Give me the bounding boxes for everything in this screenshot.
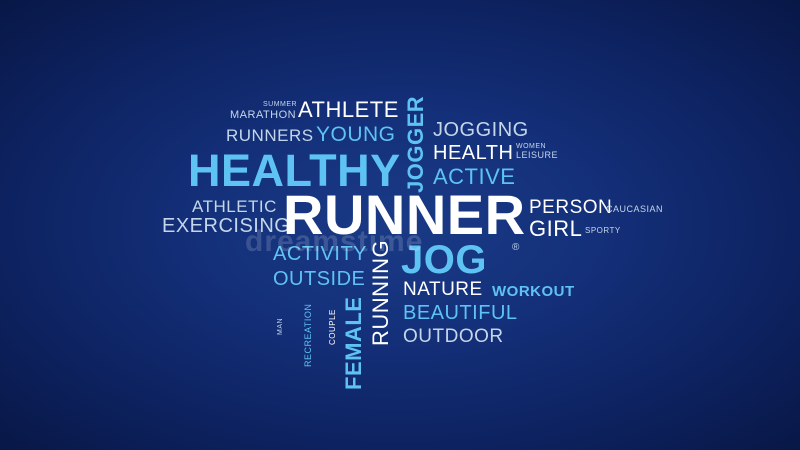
word-beautiful: BEAUTIFUL	[403, 302, 518, 324]
word-runners: RUNNERS	[226, 126, 314, 145]
word-runner: RUNNER	[283, 183, 526, 246]
word-athlete: ATHLETE	[298, 97, 399, 122]
word-female: FEMALE	[341, 296, 366, 390]
word-workout: WORKOUT	[492, 283, 575, 300]
watermark: dreamstime	[245, 225, 424, 258]
word-jogger: JOGGER	[403, 95, 428, 193]
word-active: ACTIVE	[433, 164, 516, 189]
word-outside: OUTSIDE	[273, 268, 366, 290]
word-exercising: EXERCISING	[162, 215, 291, 237]
word-jogging: JOGGING	[433, 119, 529, 141]
word-caucasian: CAUCASIAN	[606, 204, 664, 214]
word-sporty: SPORTY	[585, 226, 621, 235]
word-women: WOMEN	[516, 143, 547, 150]
word-man: MAN	[277, 317, 284, 335]
registered-mark: ®	[512, 242, 520, 253]
word-jog: JOG	[401, 238, 487, 282]
word-summer: SUMMER	[263, 101, 298, 108]
word-healthy: HEALTHY	[188, 145, 401, 196]
word-activity: ACTIVITY	[273, 243, 368, 265]
word-young: YOUNG	[316, 123, 396, 146]
word-health: HEALTH	[433, 142, 514, 164]
word-person: PERSON	[529, 197, 613, 218]
word-recreation: RECREATION	[303, 303, 313, 367]
word-leisure: LEISURE	[516, 150, 559, 160]
word-outdoor: OUTDOOR	[403, 326, 504, 347]
word-girl: GIRL	[529, 216, 583, 241]
word-nature: NATURE	[403, 279, 483, 300]
word-athletic: ATHLETIC	[192, 197, 277, 216]
word-couple: COUPLE	[328, 309, 337, 345]
word-marathon: MARATHON	[230, 109, 297, 121]
